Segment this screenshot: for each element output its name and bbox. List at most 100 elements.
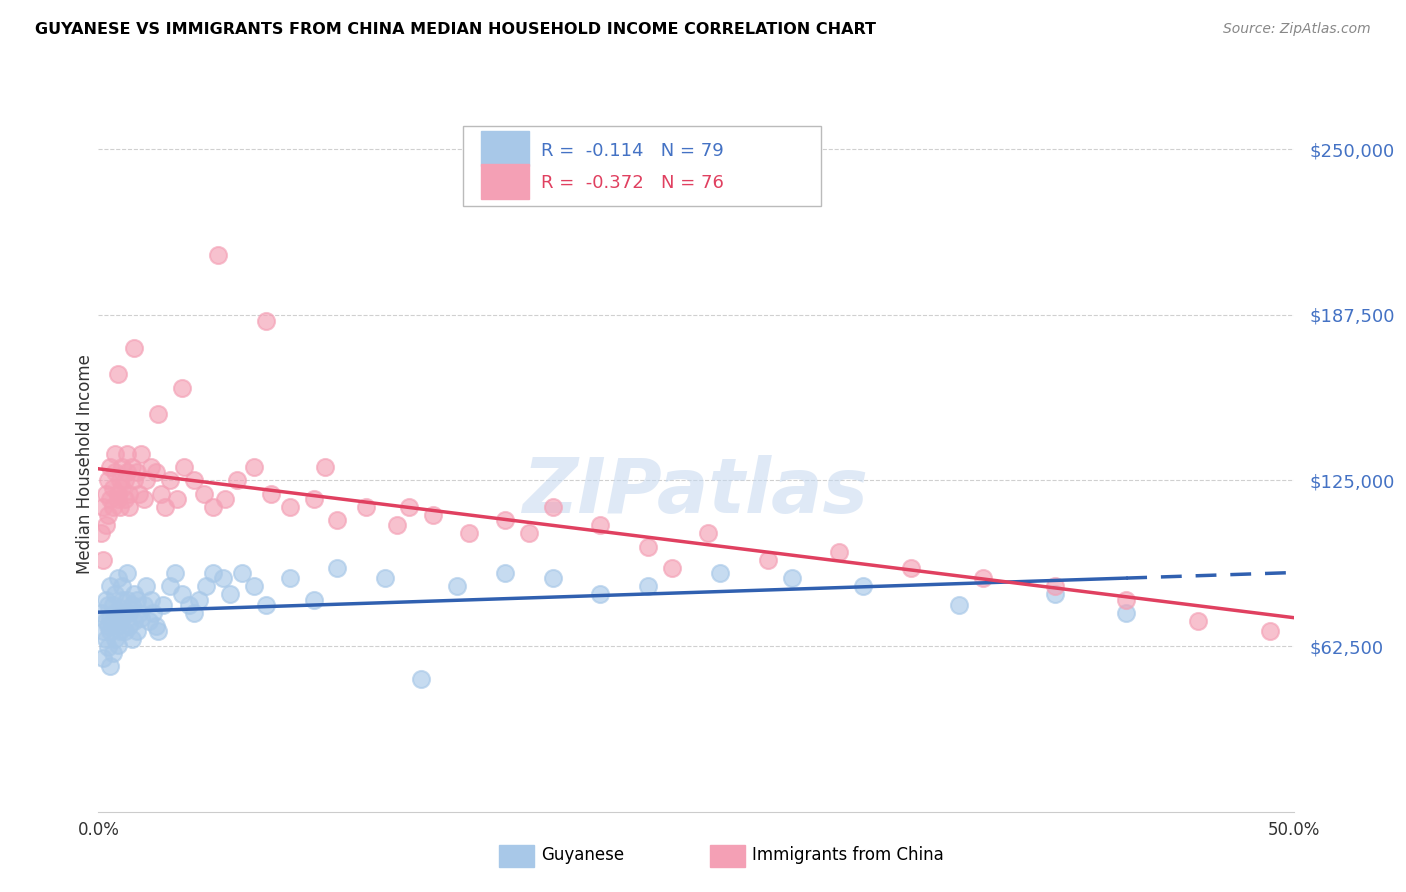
Point (589, 587, 612, 601)
Point (121, 460, 143, 475)
Point (104, 447, 127, 461)
Point (302, 592, 325, 607)
Point (125, 624, 148, 639)
Point (159, 474, 181, 488)
Point (114, 624, 136, 639)
Point (179, 598, 201, 612)
Point (354, 500, 377, 514)
Point (138, 614, 160, 628)
Point (94, 632, 117, 647)
Point (145, 619, 167, 633)
Point (98, 579, 122, 593)
Point (278, 572, 301, 586)
Point (172, 381, 194, 395)
Point (114, 474, 136, 488)
Point (972, 572, 994, 586)
Point (219, 587, 242, 601)
Point (94, 518, 117, 533)
Point (159, 579, 181, 593)
Point (709, 566, 731, 581)
Point (91, 553, 114, 567)
Point (139, 460, 162, 475)
Point (101, 500, 124, 514)
Point (97, 508, 120, 522)
Point (98, 659, 122, 673)
Point (172, 587, 194, 601)
Point (98, 491, 122, 506)
Point (541, 500, 564, 514)
Point (145, 466, 167, 480)
Point (108, 474, 131, 488)
Point (111, 592, 134, 607)
Point (114, 491, 136, 506)
Point (124, 614, 146, 628)
Point (166, 491, 188, 506)
Point (1258, 624, 1281, 639)
Point (132, 491, 155, 506)
Point (326, 513, 349, 527)
Point (104, 606, 127, 620)
Point (661, 561, 683, 575)
Point (101, 481, 124, 495)
Point (637, 579, 659, 593)
Point (194, 579, 217, 593)
Point (211, 572, 233, 586)
Point (1187, 614, 1209, 628)
Point (97, 619, 120, 633)
Point (541, 572, 564, 586)
Point (98, 611, 122, 625)
Point (1115, 606, 1137, 620)
Point (173, 460, 195, 475)
Point (94, 486, 117, 500)
Point (494, 566, 516, 581)
Point (104, 466, 127, 480)
Point (108, 614, 131, 628)
Point (107, 638, 129, 652)
Point (124, 474, 146, 488)
Point (187, 592, 209, 607)
Point (193, 486, 215, 500)
Point (852, 579, 875, 593)
Point (828, 545, 851, 559)
Point (111, 611, 134, 625)
Point (155, 500, 177, 514)
Point (1043, 587, 1066, 601)
Point (115, 566, 138, 581)
Point (111, 579, 134, 593)
Point (115, 592, 138, 607)
Point (132, 598, 155, 612)
Point (948, 598, 970, 612)
Point (107, 368, 129, 382)
Point (149, 486, 172, 500)
Point (254, 314, 277, 328)
Point (98, 460, 122, 475)
Point (148, 624, 170, 639)
Point (446, 579, 468, 593)
Point (108, 624, 131, 639)
Point (128, 486, 150, 500)
Point (183, 474, 205, 488)
Point (91, 651, 114, 665)
Point (107, 619, 129, 633)
Point (118, 619, 141, 633)
Point (139, 592, 162, 607)
Point (108, 600, 131, 615)
Point (135, 579, 157, 593)
Point (422, 508, 444, 522)
Point (254, 598, 277, 612)
Point (231, 566, 253, 581)
Point (243, 579, 266, 593)
Point (97, 598, 120, 612)
Point (107, 486, 129, 500)
Point (697, 526, 720, 541)
FancyBboxPatch shape (463, 127, 821, 206)
Point (1115, 592, 1137, 607)
Point (94, 614, 117, 628)
Point (121, 632, 143, 647)
Text: R =  -0.372   N = 76: R = -0.372 N = 76 (540, 175, 724, 193)
Point (494, 513, 516, 527)
Point (135, 474, 157, 488)
Point (114, 606, 136, 620)
Point (118, 500, 141, 514)
Point (124, 341, 146, 355)
